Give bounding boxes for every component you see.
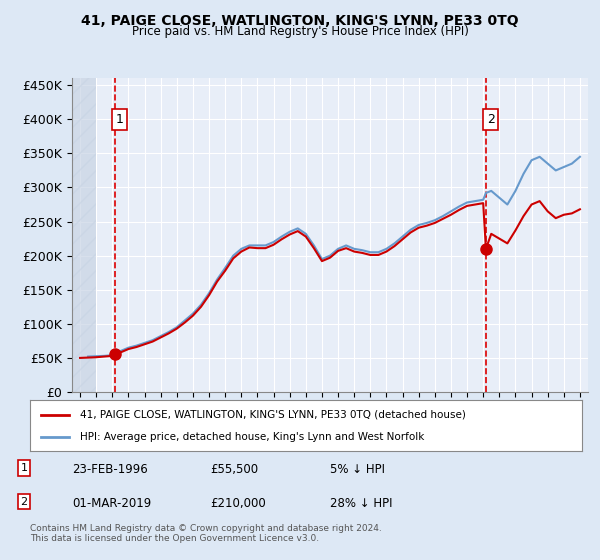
Text: HPI: Average price, detached house, King's Lynn and West Norfolk: HPI: Average price, detached house, King… (80, 432, 424, 442)
Text: 41, PAIGE CLOSE, WATLINGTON, KING'S LYNN, PE33 0TQ (detached house): 41, PAIGE CLOSE, WATLINGTON, KING'S LYNN… (80, 409, 466, 419)
Text: 2: 2 (487, 113, 495, 126)
Text: £55,500: £55,500 (210, 463, 258, 476)
Text: £210,000: £210,000 (210, 497, 266, 510)
Text: 01-MAR-2019: 01-MAR-2019 (72, 497, 151, 510)
Text: Price paid vs. HM Land Registry's House Price Index (HPI): Price paid vs. HM Land Registry's House … (131, 25, 469, 38)
Text: 1: 1 (20, 463, 28, 473)
Text: 1: 1 (116, 113, 124, 126)
Text: 28% ↓ HPI: 28% ↓ HPI (330, 497, 392, 510)
Text: 5% ↓ HPI: 5% ↓ HPI (330, 463, 385, 476)
Text: 2: 2 (20, 497, 28, 507)
Bar (72, 78, 96, 392)
Text: 23-FEB-1996: 23-FEB-1996 (72, 463, 148, 476)
Text: 41, PAIGE CLOSE, WATLINGTON, KING'S LYNN, PE33 0TQ: 41, PAIGE CLOSE, WATLINGTON, KING'S LYNN… (81, 14, 519, 28)
Text: Contains HM Land Registry data © Crown copyright and database right 2024.
This d: Contains HM Land Registry data © Crown c… (30, 524, 382, 543)
